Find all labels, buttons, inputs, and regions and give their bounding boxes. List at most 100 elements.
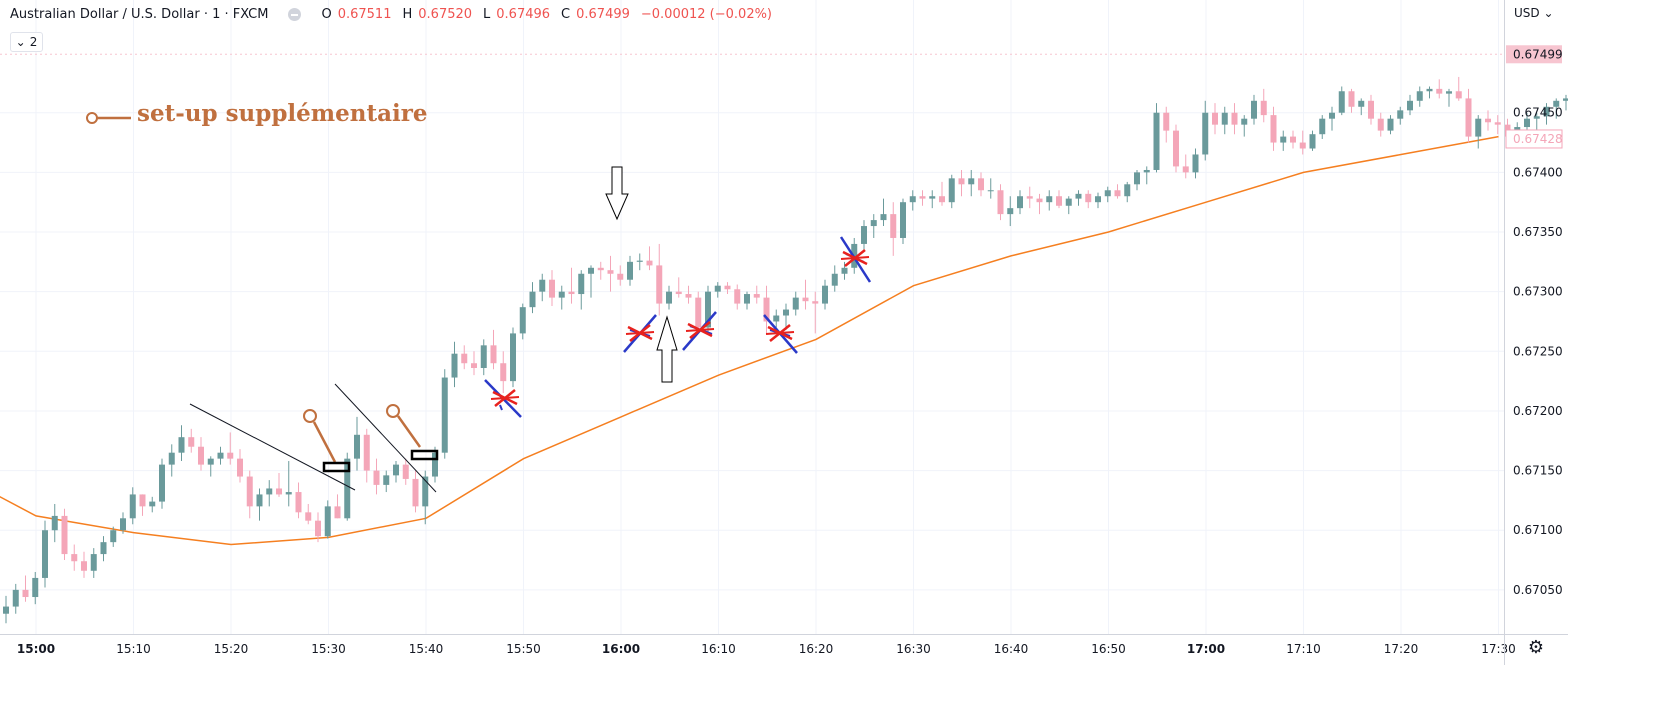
candle-body: [929, 196, 936, 199]
candle-body: [617, 273, 624, 280]
candle-body: [1134, 172, 1140, 185]
y-tick-label: 0.67400: [1513, 165, 1563, 179]
candle-body: [139, 494, 146, 507]
candle-body: [168, 452, 175, 465]
candle-body: [1455, 91, 1462, 99]
currency-selector[interactable]: USD ⌄: [1514, 6, 1554, 20]
change-value: −0.00012 (−0.02%): [640, 7, 773, 22]
hide-legend-icon[interactable]: [288, 8, 302, 21]
candle-body: [1368, 100, 1374, 119]
arrow-down-icon: [605, 166, 629, 221]
pin-line: [312, 421, 337, 463]
candle-body: [285, 492, 292, 495]
x-tick-label: 15:00: [17, 642, 55, 656]
candle-body: [724, 285, 731, 290]
candle-body: [1397, 110, 1404, 119]
candle-body: [1075, 193, 1082, 199]
candle-body: [519, 307, 526, 334]
indicators-toggle-button[interactable]: ⌄ 2: [10, 32, 43, 52]
symbol-title[interactable]: Australian Dollar / U.S. Dollar · 1 · FX…: [10, 7, 269, 22]
y-tick-label: 0.67350: [1513, 225, 1563, 239]
candle-body: [597, 267, 604, 271]
x-tick-label: 15:10: [116, 642, 151, 656]
candle-body: [1251, 100, 1257, 119]
candle-body: [753, 294, 760, 298]
candle-body: [997, 190, 1004, 215]
pin-line: [396, 415, 422, 448]
trend-line: [334, 383, 437, 493]
last-price-label: 0.67499: [1513, 47, 1563, 61]
candle-body: [305, 512, 312, 521]
candle-body: [1387, 118, 1394, 131]
candle-body: [549, 279, 555, 298]
x-tick-label: 17:10: [1286, 642, 1321, 656]
trend-line: [189, 403, 356, 491]
low-value: 0.67496: [496, 7, 551, 22]
chevron-down-icon: ⌄: [1543, 6, 1554, 20]
chart-legend: Australian Dollar / U.S. Dollar · 1 · FX…: [10, 7, 777, 22]
ma-line: [0, 135, 1499, 546]
candle-body: [939, 196, 945, 203]
candle-body: [831, 273, 838, 286]
candle-body: [1143, 169, 1150, 173]
axes: 0.67050 0.67100 0.67150 0.67200 0.67250 0.673…: [0, 0, 1568, 665]
candle-body: [978, 178, 984, 191]
candle-body: [295, 492, 302, 513]
candle-body: [12, 589, 19, 607]
y-tick-label: 0.67100: [1513, 523, 1563, 537]
x-tick-label: 17:20: [1384, 642, 1419, 656]
candle-body: [480, 345, 487, 368]
price-chart[interactable]: set-up supplémentaire 0.670500.671000.67…: [0, 0, 1568, 665]
candle-body: [1153, 112, 1160, 170]
candle-body: [1192, 154, 1199, 173]
candle-body: [1104, 190, 1111, 197]
currency-label: USD: [1514, 6, 1540, 20]
candle-body: [1465, 98, 1472, 137]
last-price-tag: [1506, 45, 1562, 64]
candle-body: [1436, 88, 1443, 94]
gear-icon[interactable]: ⚙: [1527, 637, 1545, 658]
candle-body: [120, 518, 126, 531]
candle-body: [539, 279, 546, 292]
candle-body: [1056, 196, 1062, 206]
candle-body: [129, 494, 136, 519]
candle-body: [987, 190, 994, 192]
candle-body: [675, 291, 682, 295]
x-tick-label: 17:00: [1187, 642, 1225, 656]
pin-marker: [86, 112, 98, 124]
candle-body: [22, 589, 29, 598]
candle-body: [1241, 118, 1248, 125]
open-label: O: [321, 7, 332, 22]
candle-body: [685, 294, 692, 298]
candle-body: [461, 353, 468, 364]
candle-body: [578, 273, 585, 295]
low-label: L: [483, 7, 491, 22]
cross-marker: [625, 331, 655, 335]
high-value: 0.67520: [418, 7, 473, 22]
pin-marker: [303, 409, 317, 423]
candle-body: [100, 542, 107, 555]
candle-body: [1085, 193, 1092, 203]
candle-body: [1524, 118, 1530, 128]
candle-body: [61, 515, 68, 555]
candle-body: [646, 260, 653, 266]
breakout-box: [322, 461, 351, 473]
candle-body: [490, 345, 497, 364]
chevron-down-icon: ⌄: [15, 35, 26, 49]
candle-body: [373, 470, 380, 485]
x-tick-label: 15:20: [214, 642, 249, 656]
candle-body: [588, 267, 594, 274]
candle-body: [217, 452, 224, 459]
candle-body: [1358, 100, 1365, 107]
candle-body: [1475, 118, 1482, 137]
candle-body: [1221, 112, 1228, 125]
arrow-up-icon: [656, 315, 678, 383]
candle-body: [246, 476, 253, 507]
candle-body: [783, 309, 789, 316]
candle-body: [1231, 112, 1238, 125]
candle-body: [1348, 91, 1355, 107]
candle-body: [627, 261, 633, 280]
candle-body: [1290, 136, 1296, 143]
x-tick-label: 15:40: [409, 642, 444, 656]
candle-body: [1377, 118, 1384, 131]
